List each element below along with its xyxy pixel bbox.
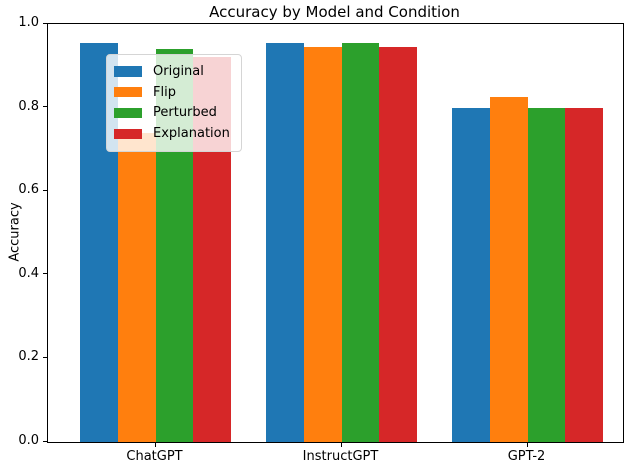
legend-swatch-original — [114, 66, 142, 77]
legend: Original Flip Perturbed Explanation — [106, 54, 242, 153]
bar-gpt-2-perturbed — [527, 107, 566, 442]
legend-label-explanation: Explanation — [153, 126, 230, 142]
legend-swatch-explanation — [114, 128, 142, 140]
chart-title: Accuracy by Model and Condition — [209, 3, 460, 21]
legend-item-explanation: Explanation — [114, 123, 232, 144]
bar-gpt-2-explanation — [565, 107, 603, 442]
legend-label-original: Original — [153, 63, 204, 79]
bar-instructgpt-original — [266, 42, 304, 442]
y-tick-mark — [43, 440, 47, 442]
legend-label-perturbed: Perturbed — [153, 105, 217, 121]
y-tick-label: 0.4 — [18, 265, 39, 281]
x-tick-mark — [340, 443, 342, 447]
bar-instructgpt-flip — [303, 47, 342, 442]
plot-area: Original Flip Perturbed Explanation — [47, 23, 624, 443]
bar-instructgpt-explanation — [379, 47, 417, 442]
x-tick-label-instructgpt: InstructGPT — [302, 449, 379, 460]
y-tick-mark — [43, 189, 47, 191]
legend-label-flip: Flip — [153, 84, 176, 100]
y-tick-mark — [43, 273, 47, 275]
bar-instructgpt-perturbed — [341, 42, 380, 442]
legend-swatch-perturbed — [114, 107, 142, 119]
bar-gpt-2-original — [452, 107, 490, 442]
legend-item-original: Original — [114, 61, 232, 82]
x-tick-label-chatgpt: ChatGPT — [126, 449, 183, 460]
x-tick-label-gpt-2: GPT-2 — [507, 449, 546, 460]
y-tick-mark — [43, 356, 47, 358]
y-axis-label: Accuracy — [7, 202, 23, 262]
bars-layer — [48, 24, 623, 442]
y-tick-label: 1.0 — [18, 15, 39, 30]
y-tick-label: 0.8 — [18, 98, 39, 114]
legend-item-flip: Flip — [114, 82, 232, 103]
y-tick-mark — [43, 106, 47, 108]
y-tick-mark — [43, 22, 47, 24]
y-tick-label: 0.6 — [18, 182, 39, 198]
legend-swatch-flip — [114, 86, 142, 98]
bar-chatgpt-flip — [117, 132, 156, 442]
x-tick-mark — [526, 443, 528, 447]
y-tick-label: 0.0 — [18, 433, 39, 448]
legend-item-perturbed: Perturbed — [114, 103, 232, 124]
bar-gpt-2-flip — [489, 97, 528, 442]
y-tick-label: 0.2 — [18, 349, 39, 365]
x-tick-mark — [154, 443, 156, 447]
